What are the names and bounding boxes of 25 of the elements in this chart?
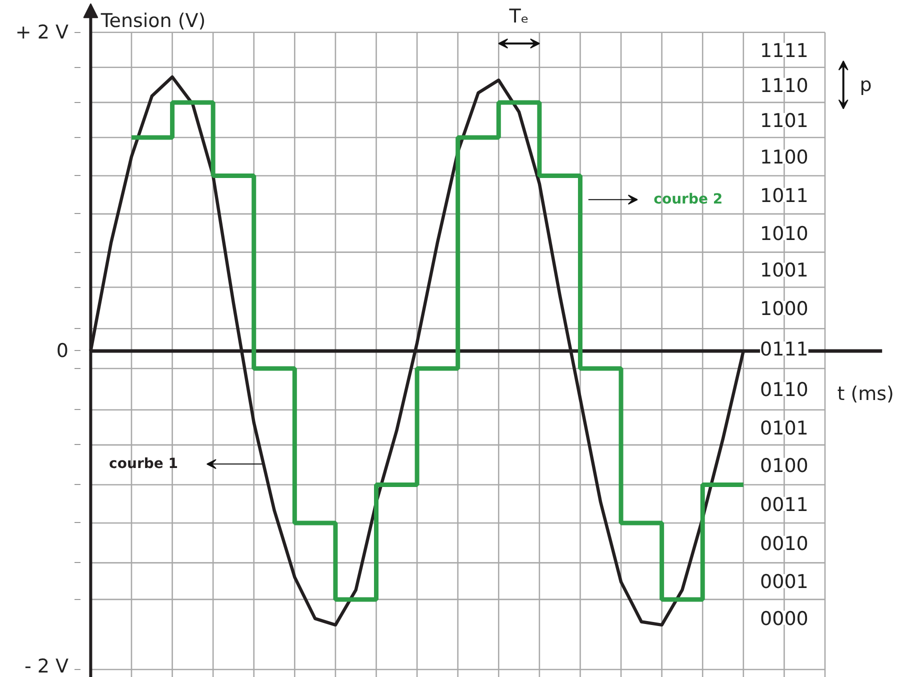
text: 1110 (760, 74, 808, 97)
text: courbe 2 (654, 192, 723, 208)
text: 0001 (760, 571, 808, 594)
y-tick-label: + 2 V (15, 21, 69, 44)
y-tick-label: 0 (56, 340, 69, 362)
text: p (860, 74, 872, 96)
text: 1111 (760, 40, 808, 62)
text: 1000 (760, 298, 808, 320)
text: 0011 (760, 494, 808, 516)
y-axis-title: Tension (V) (100, 10, 206, 32)
text: 0100 (760, 454, 808, 477)
text: 1001 (760, 260, 808, 282)
y-tick-label: - 2 V (24, 656, 69, 677)
text: 0111 (760, 338, 808, 361)
text: 0101 (760, 417, 808, 440)
annotation: Tₑ (508, 5, 529, 28)
x-axis-title: t (ms) (837, 382, 894, 405)
text: courbe 1 (109, 456, 178, 472)
text: 0000 (760, 608, 808, 630)
text: 0110 (760, 379, 808, 402)
text: 1011 (760, 184, 808, 207)
text: 1101 (760, 110, 808, 132)
text: 0010 (760, 532, 808, 555)
text: 1100 (760, 146, 808, 169)
text: 1010 (760, 223, 808, 246)
